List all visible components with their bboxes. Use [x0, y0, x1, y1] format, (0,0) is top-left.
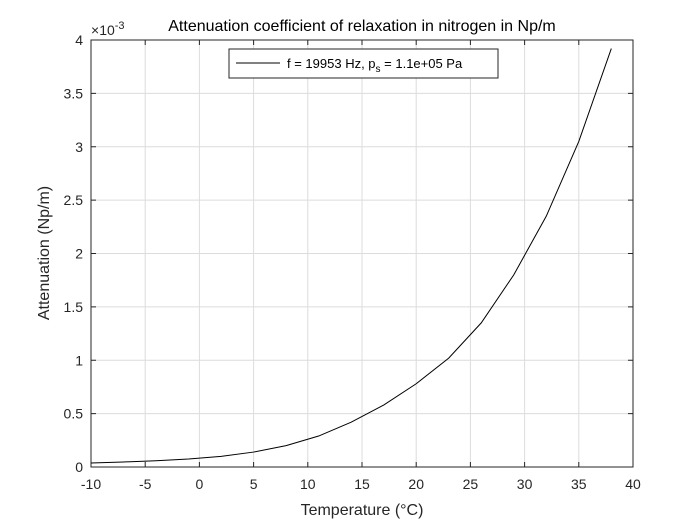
legend-entry: f = 19953 Hz, ps = 1.1e+05 Pa	[287, 56, 463, 75]
y-exponent-label: ×10-3	[91, 20, 125, 38]
legend: f = 19953 Hz, ps = 1.1e+05 Pa	[228, 48, 499, 79]
x-tick-label: 35	[571, 476, 587, 492]
y-axis-label: Attenuation (Np/m)	[36, 186, 53, 320]
x-tick-label: 5	[250, 476, 258, 492]
y-tick-label: 2	[75, 246, 83, 262]
series-line	[90, 48, 612, 464]
x-tick-label: 30	[517, 476, 533, 492]
x-tick-label: -5	[139, 476, 152, 492]
y-tick-label: 1	[75, 352, 83, 368]
x-tick-label: 20	[408, 476, 424, 492]
y-tick-label: 3.5	[64, 85, 84, 101]
x-tick-label: 10	[300, 476, 316, 492]
y-tick-label: 3	[75, 139, 83, 155]
chart-title: Attenuation coefficient of relaxation in…	[168, 18, 556, 35]
series-layer	[90, 48, 612, 464]
x-tick-label: 40	[625, 476, 641, 492]
y-exponent-text: ×10-3	[91, 20, 125, 38]
x-axis-label: Temperature (°C)	[301, 502, 424, 519]
y-tick-label: 2.5	[64, 192, 84, 208]
ticks: -10 -5 0 5 10 15 20 25 30 35 40 0 0.5 1 1.5 2 2.5 3 3.5 4	[64, 32, 641, 492]
x-tick-label: -10	[81, 476, 101, 492]
y-tick-label: 0	[75, 459, 83, 475]
x-tick-label: 0	[196, 476, 204, 492]
y-tick-label: 0.5	[64, 406, 84, 422]
y-tick-label: 4	[75, 32, 83, 48]
y-tick-label: 1.5	[64, 299, 84, 315]
x-tick-label: 15	[354, 476, 370, 492]
x-tick-label: 25	[463, 476, 479, 492]
